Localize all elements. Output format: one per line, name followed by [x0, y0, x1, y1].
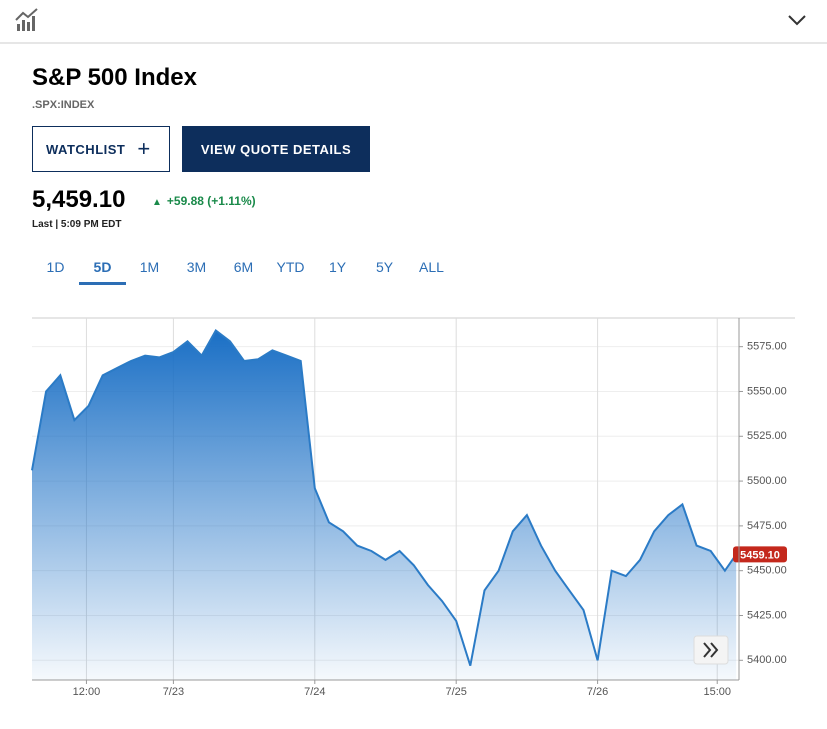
- range-tab[interactable]: 5D: [79, 252, 126, 285]
- range-tabs: 1D 5D 1M 3M 6M YTD 1Y 5Y ALL: [32, 252, 455, 285]
- y-tick-label: 5550.00: [747, 385, 787, 397]
- range-tab[interactable]: 5Y: [375, 259, 394, 275]
- x-tick-label: 7/24: [304, 686, 325, 698]
- range-tab[interactable]: 1D: [46, 259, 65, 275]
- y-tick-label: 5400.00: [747, 654, 787, 666]
- last-price-label: 5459.10: [740, 549, 780, 561]
- price: 5,459.10: [32, 186, 126, 213]
- x-tick-label: 12:00: [73, 686, 101, 698]
- x-tick-label: 7/25: [445, 686, 466, 698]
- title: S&P 500 Index: [32, 64, 197, 91]
- range-tab[interactable]: 3M: [186, 259, 207, 275]
- range-tab[interactable]: ALL: [419, 259, 444, 275]
- quote-button[interactable]: VIEW QUOTE DETAILS: [182, 126, 370, 172]
- watchlist-button[interactable]: WATCHLIST +: [32, 126, 170, 172]
- range-tab[interactable]: 1Y: [328, 259, 347, 275]
- range-tab[interactable]: 1M: [139, 259, 160, 275]
- change-value: +59.88 (+1.11%): [166, 194, 256, 208]
- watchlist-label: WATCHLIST: [46, 141, 126, 157]
- x-tick-label: 7/23: [163, 686, 184, 698]
- y-tick-label: 5475.00: [747, 520, 787, 532]
- symbol: .SPX:INDEX: [32, 99, 95, 111]
- change: ▲ +59.88 (+1.11%): [152, 194, 256, 208]
- chart-icon[interactable]: [15, 8, 38, 31]
- range-tab[interactable]: YTD: [276, 259, 305, 275]
- range-tab[interactable]: 6M: [233, 259, 254, 275]
- last-price-tag: [733, 546, 787, 563]
- y-tick-label: 5525.00: [747, 430, 787, 442]
- collapse-chevron[interactable]: [788, 15, 806, 26]
- y-tick-label: 5500.00: [747, 475, 787, 487]
- scroll-icon: [703, 642, 719, 658]
- x-tick-label: 7/26: [587, 686, 608, 698]
- x-tick-label: 15:00: [703, 686, 731, 698]
- y-tick-label: 5425.00: [747, 609, 787, 621]
- quote-time: Last | 5:09 PM EDT: [32, 219, 122, 230]
- area-fill: [32, 330, 737, 680]
- price-line: [31, 329, 738, 667]
- top-bar: [0, 8, 827, 44]
- chart: 5400.00 5425.00 5450.00 5475.00 5500.00 5525.…: [31, 317, 795, 698]
- y-tick-label: 5450.00: [747, 565, 787, 577]
- y-tick-label: 5575.00: [747, 341, 787, 353]
- quote-label: VIEW QUOTE DETAILS: [200, 141, 352, 157]
